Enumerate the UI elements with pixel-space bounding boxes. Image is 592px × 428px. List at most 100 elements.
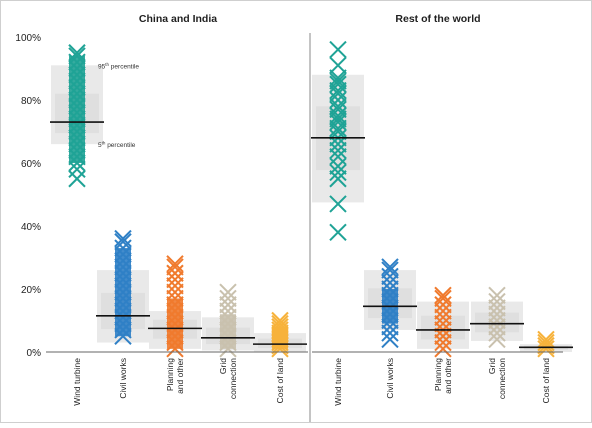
data-point-x-mark xyxy=(434,333,452,352)
data-point-x-mark-stroke-b xyxy=(114,296,132,314)
data-point-x-mark xyxy=(329,163,347,182)
data-point-x-mark xyxy=(219,283,237,301)
data-point-x-mark-stroke-b xyxy=(219,308,237,327)
data-point-x-mark xyxy=(488,286,506,305)
data-point-x-mark xyxy=(434,289,452,308)
data-point-x-mark-stroke-b xyxy=(68,44,86,62)
data-point-x-mark-stroke-b xyxy=(114,283,132,301)
data-point-x-mark-stroke-b xyxy=(68,84,86,103)
data-point-x-mark-stroke-b xyxy=(488,330,506,349)
data-point-x-mark xyxy=(68,66,86,84)
p95-annotation: 95th percentile xyxy=(98,62,139,71)
data-point-x-mark xyxy=(381,318,399,336)
data-point-x-mark-stroke-b xyxy=(114,270,132,289)
data-point-x-mark-stroke-b xyxy=(114,321,132,339)
y-tick-label: 80% xyxy=(21,96,41,107)
category-label-line: and other xyxy=(175,358,185,394)
data-point-x-mark xyxy=(219,289,237,308)
data-point-x-mark-stroke-b xyxy=(488,324,506,342)
data-point-x-mark-stroke-b xyxy=(329,195,347,213)
data-point-x-mark-stroke-b xyxy=(68,160,86,179)
data-point-x-mark-stroke-b xyxy=(68,147,86,166)
category-label-line: Grid xyxy=(487,358,497,374)
data-point-x-mark xyxy=(114,296,132,314)
data-point-x-mark-stroke-b xyxy=(381,286,399,305)
data-point-x-mark-stroke-b xyxy=(114,327,132,345)
data-point-x-mark xyxy=(166,283,184,301)
data-point-x-mark-stroke-b xyxy=(68,91,86,109)
category-label: Cost of land xyxy=(275,358,285,404)
data-point-x-mark xyxy=(68,129,86,147)
data-point-x-mark xyxy=(114,314,132,333)
data-point-x-mark-stroke-b xyxy=(434,327,452,345)
interquartile-band xyxy=(421,315,465,340)
data-point-x-mark xyxy=(114,308,132,327)
data-point-x-mark xyxy=(68,103,86,122)
data-point-x-mark-stroke-b xyxy=(68,141,86,160)
data-point-x-mark xyxy=(381,330,399,349)
data-point-x-mark xyxy=(68,78,86,97)
panel-title: Rest of the world xyxy=(395,13,480,25)
data-point-x-mark xyxy=(381,311,399,330)
data-point-x-mark xyxy=(68,91,86,109)
data-point-x-mark-stroke-b xyxy=(329,56,347,75)
data-point-x-mark xyxy=(68,72,86,90)
data-point-x-mark xyxy=(166,258,184,276)
category-label-line: Wind turbine xyxy=(333,358,343,406)
data-point-x-mark xyxy=(488,305,506,323)
data-point-x-mark-stroke-b xyxy=(219,296,237,314)
data-point-x-mark-stroke-b xyxy=(166,321,184,339)
data-point-x-mark-stroke-b xyxy=(329,113,347,131)
data-point-x-mark xyxy=(68,160,86,179)
data-point-x-mark xyxy=(166,270,184,289)
data-point-x-mark-stroke-b xyxy=(219,289,237,308)
data-point-x-mark xyxy=(381,286,399,305)
category-label: Planningand other xyxy=(165,358,185,394)
category-label-line: Planning xyxy=(433,358,443,391)
data-point-x-mark xyxy=(219,340,237,358)
category-label: Gridconnection xyxy=(487,358,507,399)
data-point-x-mark xyxy=(166,296,184,314)
y-tick-label: 100% xyxy=(15,33,41,44)
data-point-x-mark-stroke-b xyxy=(68,72,86,90)
data-point-x-mark xyxy=(166,333,184,352)
data-point-x-mark xyxy=(329,170,347,188)
data-point-x-mark xyxy=(114,251,132,270)
data-point-x-mark xyxy=(114,258,132,276)
data-point-x-mark-stroke-b xyxy=(381,311,399,330)
data-point-x-mark-stroke-b xyxy=(537,330,555,349)
data-point-x-mark xyxy=(68,116,86,134)
data-point-x-mark-stroke-b xyxy=(434,286,452,305)
data-point-x-mark xyxy=(381,324,399,342)
p95-annotation-rest: percentile xyxy=(109,63,139,70)
category-label-line: connection xyxy=(228,358,238,399)
category-label-line: connection xyxy=(497,358,507,399)
data-point-x-mark xyxy=(219,308,237,327)
data-point-x-mark-stroke-b xyxy=(434,340,452,358)
panel-title: China and India xyxy=(139,13,217,25)
data-point-x-mark-stroke-b xyxy=(166,302,184,320)
data-point-x-mark xyxy=(271,311,289,330)
data-point-x-mark-stroke-b xyxy=(166,340,184,358)
data-point-x-mark xyxy=(68,141,86,160)
data-point-x-mark xyxy=(166,321,184,339)
category-label-line: Civil works xyxy=(118,358,128,399)
data-point-x-mark-stroke-b xyxy=(114,229,132,248)
data-point-x-mark-stroke-b xyxy=(271,318,289,336)
data-point-x-mark-stroke-b xyxy=(114,314,132,333)
data-point-x-mark-stroke-b xyxy=(488,286,506,305)
data-point-x-mark-stroke-b xyxy=(329,72,347,90)
data-point-x-mark-stroke-b xyxy=(219,302,237,320)
data-point-x-mark xyxy=(68,122,86,141)
category-label: Wind turbine xyxy=(333,358,343,406)
data-point-x-mark-stroke-b xyxy=(68,135,86,153)
data-point-x-mark xyxy=(381,305,399,323)
data-point-x-mark xyxy=(329,113,347,131)
data-point-x-mark xyxy=(329,141,347,160)
data-point-x-mark xyxy=(381,261,399,279)
data-point-x-mark-stroke-b xyxy=(329,141,347,160)
p5-annotation-suffix: th xyxy=(102,141,106,146)
data-point-x-mark xyxy=(166,340,184,358)
data-point-x-mark-stroke-b xyxy=(381,324,399,342)
